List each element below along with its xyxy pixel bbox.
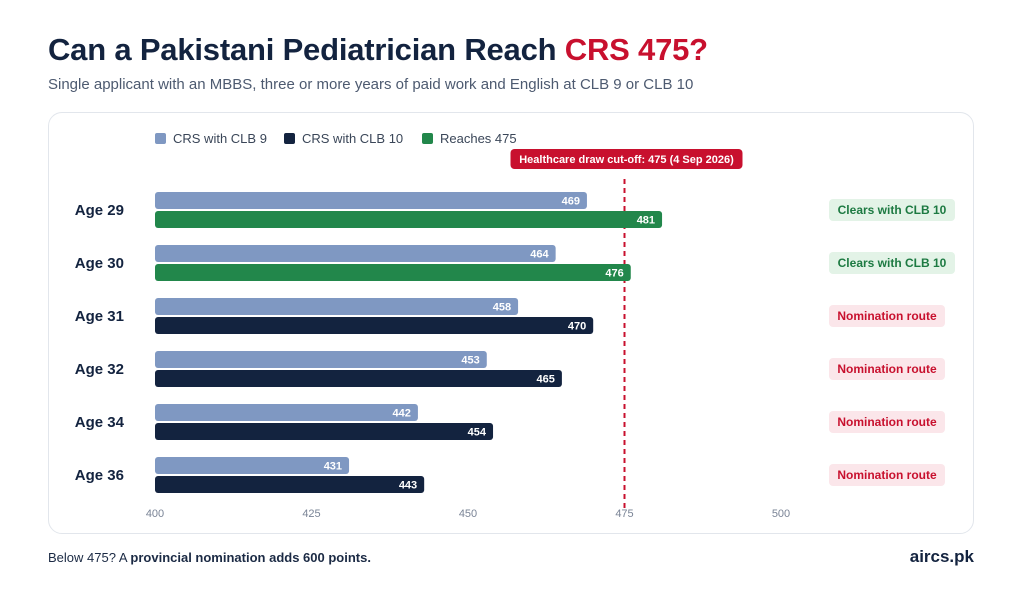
legend-swatch-2 <box>284 133 295 144</box>
category-label: Age 31 <box>75 308 124 325</box>
bar-clb10-reaches <box>155 211 663 228</box>
bar-clb10-value: 454 <box>468 427 487 439</box>
bar-clb10 <box>155 370 562 387</box>
bar-clb9 <box>155 351 487 368</box>
bar-clb9-value: 453 <box>461 355 479 367</box>
footer-note: Below 475? A provincial nomination adds … <box>48 550 371 565</box>
outcome-badge <box>829 358 945 380</box>
outcome-badge-label: Nomination route <box>837 309 937 323</box>
legend-swatch-1 <box>155 133 166 144</box>
title-accent: CRS 475? <box>564 32 708 67</box>
x-tick-label: 425 <box>302 508 320 520</box>
bar-clb9-value: 431 <box>324 461 342 473</box>
bar-clb9-value: 464 <box>530 249 549 261</box>
legend-label-1: CRS with CLB 9 <box>173 131 267 146</box>
title-main: Can a Pakistani Pediatrician Reach <box>48 32 565 67</box>
outcome-badge-label: Nomination route <box>837 468 937 482</box>
bar-clb10-value: 443 <box>399 480 417 492</box>
outcome-badge-label: Nomination route <box>837 362 937 376</box>
bar-clb10 <box>155 476 425 493</box>
footer-note-bold: provincial nomination adds 600 points. <box>130 550 371 565</box>
outcome-badge <box>829 411 945 433</box>
bar-chart: CRS with CLB 9 CRS with CLB 10 Reaches 475… <box>75 131 955 520</box>
cutoff-label: Healthcare draw cut-off: 475 (4 Sep 2026… <box>519 154 734 166</box>
bar-clb10 <box>155 423 494 440</box>
bar-clb10-value: 476 <box>605 268 623 280</box>
bar-clb9-value: 469 <box>562 196 580 208</box>
category-label: Age 29 <box>75 202 124 219</box>
cutoff-label-box <box>510 149 743 169</box>
category-label: Age 36 <box>75 467 124 484</box>
category-label: Age 30 <box>75 255 124 272</box>
legend-label-3: Reaches 475 <box>440 131 517 146</box>
bar-clb10-value: 481 <box>637 215 655 227</box>
footer-note-prefix: Below 475? A <box>48 550 131 565</box>
bar-clb10-value: 465 <box>537 374 555 386</box>
category-label: Age 32 <box>75 361 124 378</box>
outcome-badge-label: Clears with CLB 10 <box>838 256 947 270</box>
x-tick-label: 450 <box>459 508 477 520</box>
bar-clb9 <box>155 404 418 421</box>
bar-clb10 <box>155 317 594 334</box>
x-tick-label: 475 <box>615 508 633 520</box>
bar-clb9 <box>155 192 587 209</box>
bar-clb9 <box>155 298 519 315</box>
bar-clb10-reaches <box>155 264 631 281</box>
chart-card: CRS with CLB 9 CRS with CLB 10 Reaches 475… <box>48 112 974 534</box>
bar-clb9 <box>155 245 556 262</box>
bar-clb9 <box>155 457 350 474</box>
legend-label-2: CRS with CLB 10 <box>302 131 403 146</box>
outcome-badge <box>829 305 945 327</box>
legend-swatch-3 <box>422 133 433 144</box>
outcome-badge <box>829 199 955 221</box>
bar-clb9-value: 458 <box>493 302 511 314</box>
outcome-badge <box>829 252 955 274</box>
x-tick-label: 500 <box>772 508 790 520</box>
bar-clb9-value: 442 <box>393 408 411 420</box>
x-tick-label: 400 <box>146 508 164 520</box>
bar-clb10-value: 470 <box>568 321 586 333</box>
outcome-badge-label: Clears with CLB 10 <box>838 203 947 217</box>
brand-name[interactable]: aircs.pk <box>909 547 974 566</box>
page-title: Can a Pakistani Pediatrician Reach CRS 4… <box>48 32 708 68</box>
category-label: Age 34 <box>75 414 125 431</box>
outcome-badge-label: Nomination route <box>837 415 937 429</box>
outcome-badge <box>829 464 945 486</box>
page-subtitle: Single applicant with an MBBS, three or … <box>48 76 694 93</box>
